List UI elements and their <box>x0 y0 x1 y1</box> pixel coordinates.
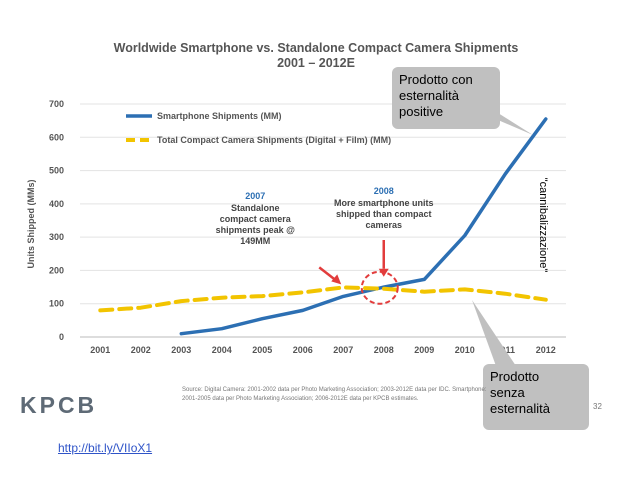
y-tick-label: 500 <box>49 166 64 176</box>
annotation-2008-line: More smartphone units <box>334 198 434 208</box>
x-tick-label: 2005 <box>252 345 272 355</box>
page-number[interactable]: 32 <box>593 402 602 411</box>
series <box>98 117 548 336</box>
annotation-2007-line: shipments peak @ <box>216 225 296 235</box>
callout-senza-line-0: Prodotto <box>490 369 540 384</box>
crossover-marker <box>360 270 399 305</box>
annotation-year-2008: 2008 <box>374 186 394 196</box>
y-tick-label: 100 <box>49 299 64 309</box>
callout-senza-line-1: senza <box>490 385 525 400</box>
y-tick-label: 300 <box>49 232 64 242</box>
callout-senza-line-2: esternalità <box>490 401 550 416</box>
legend-label-0: Smartphone Shipments (MM) <box>157 111 282 121</box>
cannibalizzazione-label: "cannibalizzazione" <box>537 178 549 273</box>
x-tick-label: 2012 <box>536 345 556 355</box>
y-tick-label: 0 <box>59 332 64 342</box>
source-note: Source: Digital Camera: 2001-2002 data p… <box>182 387 487 402</box>
grid <box>80 103 566 305</box>
x-tick-label: 2003 <box>171 345 191 355</box>
annotation-2007-line: compact camera <box>220 214 292 224</box>
callout-positive-line-1: esternalità <box>399 88 459 103</box>
x-tick-label: 2002 <box>131 345 151 355</box>
annotation-2008-line: shipped than compact <box>336 209 432 219</box>
x-tick-label: 2004 <box>212 345 232 355</box>
chart-title: Worldwide Smartphone vs. Standalone Comp… <box>114 41 519 55</box>
callout-positive-externality: Prodotto con esternalità positive <box>392 67 500 129</box>
x-tick-label: 2008 <box>374 345 394 355</box>
x-tick-label: 2001 <box>90 345 110 355</box>
x-tick-label: 2010 <box>455 345 475 355</box>
source-link[interactable]: http://bit.ly/VIIoX1 <box>58 441 153 455</box>
callout-no-externality: Prodotto senza esternalità <box>483 364 589 430</box>
arrowhead-2007 <box>331 274 342 285</box>
y-tick-label: 700 <box>49 99 64 109</box>
y-tick-label: 600 <box>49 132 64 142</box>
callout-positive-line-0: Prodotto con <box>399 72 473 87</box>
x-tick-label: 2007 <box>333 345 353 355</box>
chart-subtitle: 2001 – 2012E <box>277 56 355 70</box>
axes: 0 100 200 300 400 500 600 700 2001 2002 2003 2004 20… <box>49 99 566 355</box>
legend-label-1: Total Compact Camera Shipments (Digital … <box>157 135 391 145</box>
y-tick-label: 400 <box>49 199 64 209</box>
y-axis-label: Units Shipped (MMs) <box>26 180 36 269</box>
callout-positive-line-2: positive <box>399 104 444 119</box>
legend: Smartphone Shipments (MM) Total Compact C… <box>126 111 391 145</box>
series-line-1 <box>98 285 548 313</box>
y-tick-label: 200 <box>49 265 64 275</box>
annotation-2007-line: 149MM <box>240 236 270 246</box>
callout-senza-pointer <box>472 300 516 366</box>
series-line-0 <box>179 117 548 336</box>
x-tick-label: 2006 <box>293 345 313 355</box>
annotation-2008-line: cameras <box>365 220 402 230</box>
annotation-year-2007: 2007 <box>245 191 265 201</box>
kpcb-logo: KPCB <box>20 392 98 418</box>
x-tick-label: 2009 <box>414 345 434 355</box>
annotation-2007-line: Standalone <box>231 203 280 213</box>
